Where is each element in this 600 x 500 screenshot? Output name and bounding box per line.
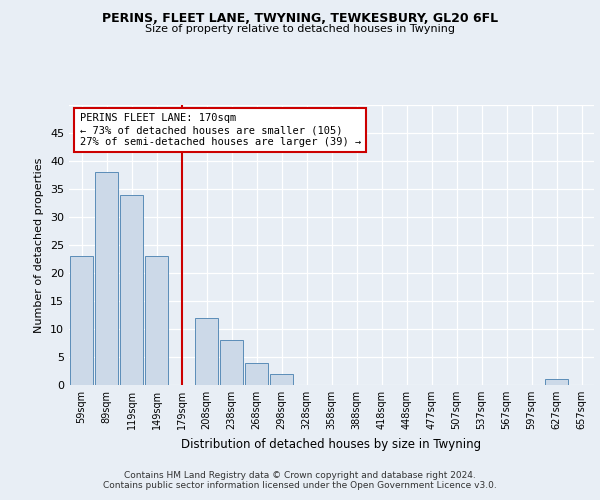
Text: Contains HM Land Registry data © Crown copyright and database right 2024.
Contai: Contains HM Land Registry data © Crown c…: [103, 470, 497, 490]
Y-axis label: Number of detached properties: Number of detached properties: [34, 158, 44, 332]
Bar: [245, 362, 268, 385]
Text: PERINS FLEET LANE: 170sqm
← 73% of detached houses are smaller (105)
27% of semi: PERINS FLEET LANE: 170sqm ← 73% of detac…: [79, 114, 361, 146]
Bar: [545, 380, 568, 385]
Bar: [95, 172, 118, 385]
Bar: [145, 256, 168, 385]
Bar: [220, 340, 243, 385]
Bar: [270, 374, 293, 385]
Text: PERINS, FLEET LANE, TWYNING, TEWKESBURY, GL20 6FL: PERINS, FLEET LANE, TWYNING, TEWKESBURY,…: [102, 12, 498, 26]
Bar: [120, 194, 143, 385]
X-axis label: Distribution of detached houses by size in Twyning: Distribution of detached houses by size …: [181, 438, 482, 450]
Text: Size of property relative to detached houses in Twyning: Size of property relative to detached ho…: [145, 24, 455, 34]
Bar: [70, 256, 93, 385]
Bar: [195, 318, 218, 385]
